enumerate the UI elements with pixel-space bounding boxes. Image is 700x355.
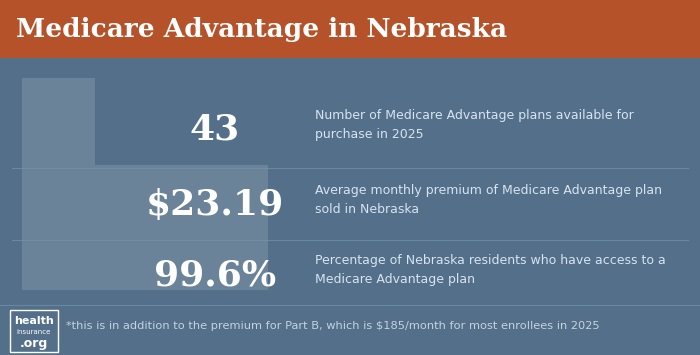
Text: Average monthly premium of Medicare Advantage plan
sold in Nebraska: Average monthly premium of Medicare Adva… — [315, 184, 662, 216]
Bar — [10, 310, 58, 352]
Text: Percentage of Nebraska residents who have access to a
Medicare Advantage plan: Percentage of Nebraska residents who hav… — [315, 254, 666, 286]
Text: Medicare Advantage in Nebraska: Medicare Advantage in Nebraska — [16, 16, 507, 42]
Text: Number of Medicare Advantage plans available for
purchase in 2025: Number of Medicare Advantage plans avail… — [315, 109, 634, 141]
Text: insurance: insurance — [17, 329, 51, 335]
Text: 99.6%: 99.6% — [154, 258, 276, 292]
Bar — [0, 0, 700, 58]
Text: health: health — [14, 316, 54, 326]
Text: *this is in addition to the premium for Part B, which is $185/month for most enr: *this is in addition to the premium for … — [66, 321, 600, 331]
Text: 43: 43 — [190, 113, 240, 147]
Text: .org: .org — [20, 338, 48, 350]
Text: $23.19: $23.19 — [146, 188, 284, 222]
Polygon shape — [22, 78, 268, 290]
